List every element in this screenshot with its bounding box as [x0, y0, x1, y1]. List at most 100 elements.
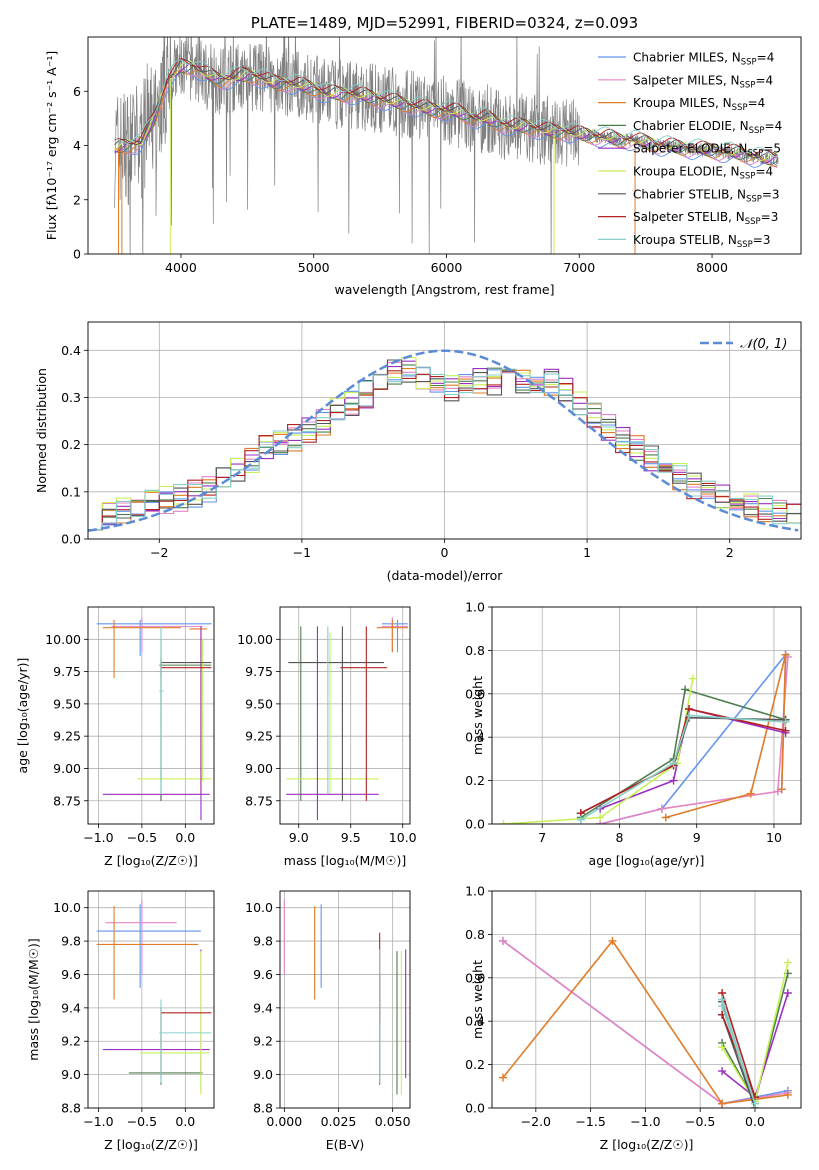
plus-marker	[718, 1043, 727, 1052]
x-tick-label: −1.0	[630, 1114, 660, 1129]
y-tick-label: 9.0	[253, 1067, 273, 1082]
y-tick-label: 9.6	[253, 967, 273, 982]
x-tick-label: 10.0	[389, 830, 417, 845]
plus-marker	[781, 726, 790, 735]
legend-label-suffix: =4	[757, 51, 775, 65]
y-tick-label: 0.3	[61, 390, 81, 405]
legend-label: Kroupa MILES, NSSP=4	[633, 96, 765, 113]
y-tick-label: 9.75	[245, 664, 273, 679]
y-tick-label: 0.8	[465, 927, 485, 942]
plot-area	[283, 899, 407, 1095]
x-axis-label: (data-model)/error	[387, 568, 504, 583]
plus-marker	[781, 650, 790, 659]
legend-label-suffix: =5	[763, 142, 781, 156]
y-tick-label: 9.50	[245, 696, 273, 711]
error-point-salpeter_stelib	[160, 658, 212, 679]
legend-label-sub: SSP	[732, 103, 748, 113]
plot-area	[498, 936, 792, 1108]
y-tick-label: 0.1	[61, 484, 81, 499]
series-line	[721, 992, 756, 1098]
legend-label-sub: SSP	[740, 80, 756, 90]
x-tick-label: −1.0	[83, 1114, 113, 1129]
y-tick-label: 9.8	[61, 934, 81, 949]
model-line-salpeter_stelib	[114, 58, 778, 158]
panel-weight_vs_age: 7 8 9 10 0.0 0.2 0.4 0.6 0.8 1.0 age [log₁₀(age/yr…	[465, 600, 802, 868]
error-point-chabrier_miles	[381, 619, 408, 653]
legend: Chabrier MILES, N SSP =4 Salpeter MILES, NS…	[598, 51, 782, 250]
x-tick-label: 0.0	[175, 830, 195, 845]
legend-label: Chabrier ELODIE, NSSP=4	[633, 119, 782, 136]
plus-marker	[746, 789, 755, 798]
error-point-chabrier_stelib	[160, 658, 212, 801]
y-axis-label: mass [log₁₀(M/M☉)]	[26, 938, 41, 1060]
legend-label-suffix: =3	[753, 233, 771, 247]
y-tick-label: 9.2	[61, 1034, 81, 1049]
panel-age_vs_z: −1.0 −0.5 0.0 8.75 9.00 9.25 9.50 9.75 10.00 Z [l…	[15, 606, 215, 868]
x-tick-label: 0.0	[745, 1114, 765, 1129]
y-tick-label: 8.8	[253, 1101, 273, 1116]
y-tick-label: 9.00	[53, 761, 81, 776]
error-point-salpeter_elodie	[102, 949, 210, 1075]
plus-marker	[688, 674, 697, 683]
panel-mass_vs_z: −1.0 −0.5 0.0 8.8 9.0 9.2 9.4 9.6 9.8 10.0 Z [log₁…	[26, 890, 215, 1152]
y-tick-label: 9.2	[253, 1034, 273, 1049]
y-tick-label: 9.25	[245, 729, 273, 744]
legend-label-main: Chabrier MILES, N	[633, 51, 741, 65]
legend-label-main: Kroupa MILES, N	[633, 96, 732, 110]
legend-label-suffix: =4	[765, 119, 783, 133]
plus-marker	[608, 936, 617, 945]
plus-marker	[657, 804, 666, 813]
error-point-kroupa_stelib	[159, 999, 212, 1083]
legend-label: Salpeter MILES, NSSP=4	[633, 73, 773, 90]
y-tick-label: 10.0	[53, 900, 81, 915]
legend-label-sub: SSP	[737, 240, 753, 250]
plus-marker	[499, 820, 508, 824]
x-tick-label: −0.5	[127, 830, 157, 845]
plus-marker	[576, 815, 585, 824]
axes-frame	[87, 890, 215, 1109]
plus-marker	[783, 958, 792, 967]
y-tick-label: 1.0	[465, 884, 485, 899]
legend-label-suffix: =4	[755, 165, 773, 179]
panel-spectrum: 4000 5000 6000 7000 8000 0 2 4 6 PLATE=1489, MJD=…	[44, 14, 802, 297]
legend-label: Chabrier STELIB, NSSP=3	[633, 187, 780, 204]
error-point-kroupa_miles	[376, 619, 408, 653]
legend-label-main: Chabrier ELODIE, N	[633, 119, 749, 133]
x-tick-label: 0.000	[266, 1114, 302, 1129]
error-point-salpeter_stelib	[340, 626, 388, 801]
error-point-salpeter_miles	[381, 617, 408, 653]
y-tick-label: 0.8	[465, 643, 485, 658]
y-tick-label: 0.4	[465, 730, 485, 745]
axes-frame	[279, 606, 411, 825]
y-tick-label: 9.4	[253, 1000, 273, 1015]
plot-area	[286, 617, 408, 821]
y-tick-label: 10.0	[245, 900, 273, 915]
plus-marker	[718, 1099, 727, 1108]
x-tick-label: 1	[583, 545, 591, 560]
plus-marker	[781, 718, 790, 727]
y-tick-label: 0.2	[465, 1057, 485, 1072]
x-tick-label: −1.5	[575, 1114, 605, 1129]
error-point-kroupa_elodie	[137, 639, 212, 782]
x-tick-label: 4000	[165, 260, 197, 275]
y-axis-label: Normed distribution	[34, 368, 49, 493]
error-point-salpeter_miles	[111, 617, 203, 653]
series-line	[600, 656, 789, 824]
plot-area	[499, 650, 792, 824]
x-tick-label: 0.025	[321, 1114, 357, 1129]
x-tick-label: 0.0	[175, 1114, 195, 1129]
x-tick-label: −1	[293, 545, 311, 560]
plot-area	[88, 349, 801, 532]
y-tick-label: 0.2	[465, 773, 485, 788]
y-tick-label: 8.8	[61, 1101, 81, 1116]
y-tick-label: 9.0	[61, 1067, 81, 1082]
legend-label-main: Salpeter STELIB, N	[633, 210, 745, 224]
plot-area	[96, 899, 212, 1095]
legend-label-main: Salpeter ELODIE, N	[633, 142, 747, 156]
legend-label: Kroupa ELODIE, NSSP=4	[633, 165, 773, 182]
x-tick-label: 9.5	[341, 830, 361, 845]
panel-age_vs_mass: 9.0 9.5 10.0 8.75 9.00 9.25 9.50 9.75 10.00 mass …	[237, 606, 417, 868]
x-tick-label: 9.0	[289, 830, 309, 845]
y-tick-label: 9.25	[53, 729, 81, 744]
x-tick-label: −2.0	[521, 1114, 551, 1129]
